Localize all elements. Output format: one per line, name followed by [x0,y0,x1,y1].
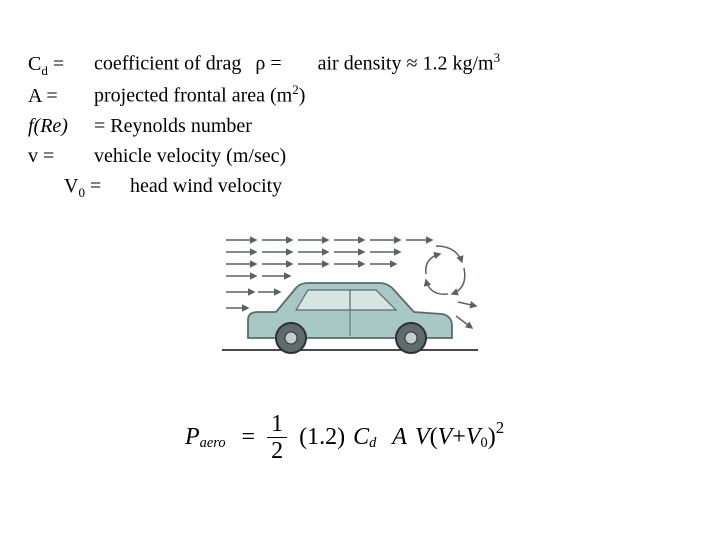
eq-equals: = [242,424,256,451]
eq-open: ( [430,424,438,451]
eq-sq: 2 [496,418,504,438]
eq-v0b: V [466,424,481,451]
fre-symbol: f(Re) [28,111,94,141]
cd-desc: coefficient of drag [94,53,241,75]
a-desc-col: projected frontal area (m2) [94,80,305,111]
eq-cd-sub: d [369,435,376,452]
v0-base: V [64,175,78,197]
cd-eq: = [48,53,64,75]
rho-sup: 3 [494,50,501,65]
drag-power-equation: Paero = 1 2 (1.2) Cd A V ( V + V0 )2 [185,412,504,463]
def-row-v: v = vehicle velocity (m/sec) [28,141,500,171]
v0-symbol: V0 = [64,171,130,203]
v-symbol: v = [28,141,94,171]
a-symbol: A = [28,81,94,111]
eq-p: P [185,424,200,450]
eq-v2: V [438,424,453,451]
eq-a: A [392,424,407,451]
a-desc: projected frontal area (m [94,85,292,107]
cd-base: C [28,53,41,75]
rho-eq: = [270,53,281,75]
v0-desc: head wind velocity [130,171,282,201]
eq-cd-base: C [353,424,369,451]
v0-eq: = [85,175,101,197]
eq-p-sub: aero [200,435,226,452]
def-row-v0: V0 = head wind velocity [64,171,500,203]
eq-1p2: (1.2) [299,424,345,451]
eq-plus: + [452,424,466,451]
rho-symbol: ρ [255,53,265,75]
a-close: ) [299,85,306,107]
car-svg [200,220,500,370]
eq-close: ) [488,424,496,451]
frac-num: 1 [267,412,287,437]
eq-v1: V [415,424,430,451]
fre-desc: = Reynolds number [94,111,252,141]
cd-symbol: Cd = [28,49,94,81]
definitions-block: Cd = coefficient of drag ρ = air density… [28,48,500,202]
def-row-a: A = projected frontal area (m2) [28,80,500,111]
v-desc: vehicle velocity (m/sec) [94,141,286,171]
def-row-cd: Cd = coefficient of drag ρ = air density… [28,48,500,80]
eq-v0s: 0 [481,435,488,452]
rho-desc: air density ≈ 1.2 kg/m [318,53,494,75]
frac-den: 2 [267,437,287,463]
car-airflow-diagram [200,220,500,376]
eq-fraction: 1 2 [267,412,287,463]
def-row-fre: f(Re) = Reynolds number [28,111,500,141]
cd-desc-col: coefficient of drag ρ = air density ≈ 1.… [94,48,500,79]
